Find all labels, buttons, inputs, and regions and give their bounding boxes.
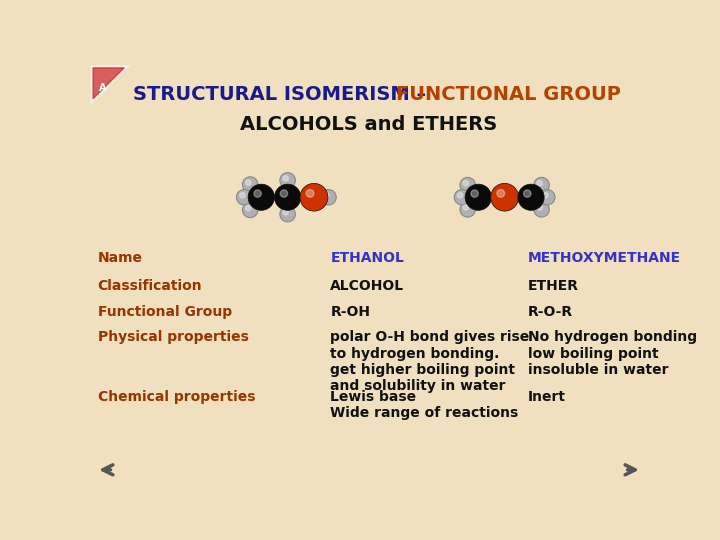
Circle shape — [254, 190, 261, 197]
Circle shape — [457, 193, 463, 198]
Text: Lewis base
Wide range of reactions: Lewis base Wide range of reactions — [330, 390, 518, 420]
Text: Functional Group: Functional Group — [98, 305, 232, 319]
Circle shape — [236, 190, 252, 205]
Circle shape — [534, 201, 549, 217]
Circle shape — [274, 184, 301, 210]
Circle shape — [534, 178, 549, 193]
Text: No hydrogen bonding
low boiling point
insoluble in water: No hydrogen bonding low boiling point in… — [528, 330, 697, 377]
Text: ALCOHOL: ALCOHOL — [330, 279, 405, 293]
Circle shape — [465, 184, 492, 210]
Circle shape — [246, 180, 251, 185]
Circle shape — [537, 205, 542, 210]
Circle shape — [246, 205, 251, 211]
Text: Physical properties: Physical properties — [98, 330, 248, 345]
Circle shape — [280, 173, 295, 188]
Circle shape — [460, 178, 475, 193]
Circle shape — [243, 202, 258, 218]
Circle shape — [543, 193, 548, 198]
Text: Name: Name — [98, 251, 143, 265]
Text: METHOXYMETHANE: METHOXYMETHANE — [528, 251, 681, 265]
Circle shape — [240, 193, 245, 198]
Circle shape — [537, 180, 542, 186]
Circle shape — [539, 190, 555, 205]
Text: Inert: Inert — [528, 390, 566, 404]
Circle shape — [463, 180, 469, 186]
Text: Chemical properties: Chemical properties — [98, 390, 256, 404]
Text: R-O-R: R-O-R — [528, 305, 573, 319]
Circle shape — [497, 190, 505, 197]
Polygon shape — [93, 68, 124, 99]
Polygon shape — [90, 65, 130, 105]
Circle shape — [306, 190, 314, 197]
Circle shape — [280, 206, 295, 222]
Circle shape — [471, 190, 478, 197]
Circle shape — [243, 177, 258, 192]
Circle shape — [280, 190, 287, 197]
Text: Classification: Classification — [98, 279, 202, 293]
Text: ALCOHOLS and ETHERS: ALCOHOLS and ETHERS — [240, 116, 498, 134]
Text: A: A — [99, 83, 106, 93]
Text: polar O-H bond gives rise
to hydrogen bonding.
get higher boiling point
and solu: polar O-H bond gives rise to hydrogen bo… — [330, 330, 529, 393]
Polygon shape — [90, 65, 130, 105]
Circle shape — [324, 193, 329, 198]
Circle shape — [300, 184, 328, 211]
Circle shape — [283, 176, 289, 181]
Circle shape — [248, 184, 274, 210]
Circle shape — [454, 190, 469, 205]
Circle shape — [518, 184, 544, 210]
Circle shape — [460, 201, 475, 217]
Circle shape — [283, 210, 289, 215]
Text: FUNCTIONAL GROUP: FUNCTIONAL GROUP — [396, 85, 621, 104]
Circle shape — [320, 190, 336, 205]
Text: R-OH: R-OH — [330, 305, 370, 319]
Circle shape — [490, 184, 518, 211]
Text: STRUCTURAL ISOMERISM –: STRUCTURAL ISOMERISM – — [132, 85, 433, 104]
Text: ETHANOL: ETHANOL — [330, 251, 404, 265]
Circle shape — [523, 190, 531, 197]
Circle shape — [463, 205, 469, 210]
Text: ETHER: ETHER — [528, 279, 579, 293]
